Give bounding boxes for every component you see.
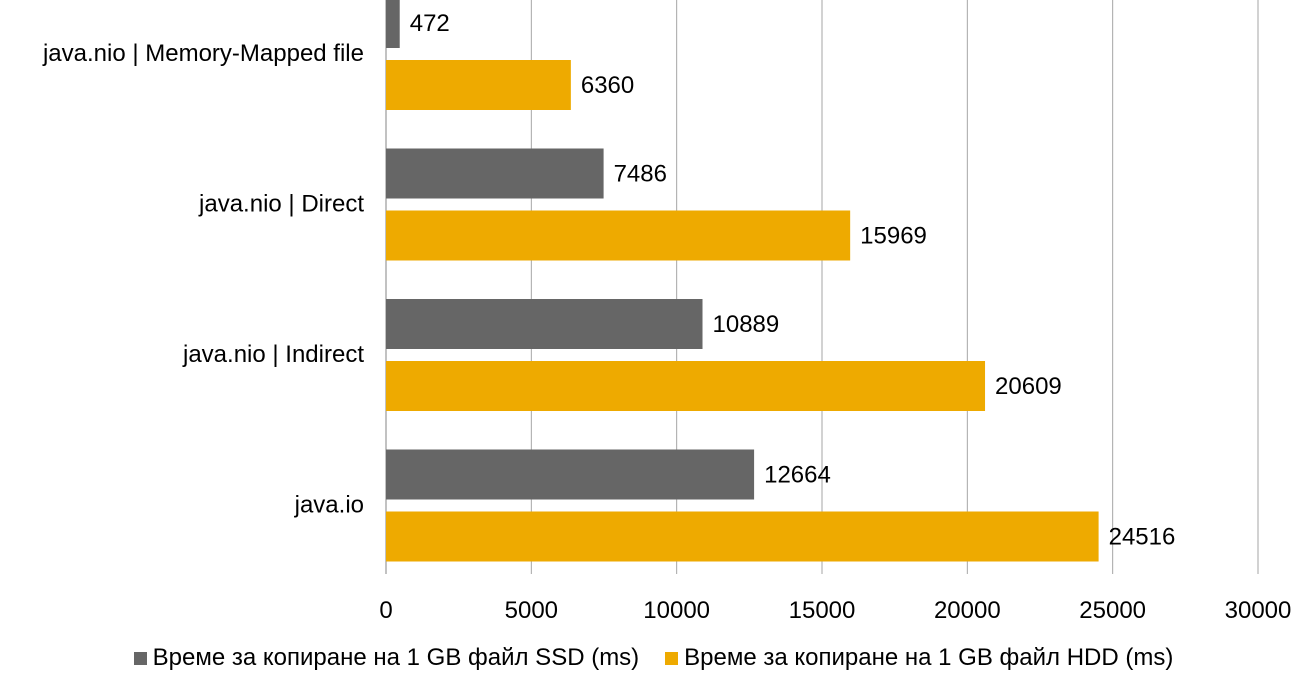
category-label: java.nio | Direct	[198, 191, 364, 218]
legend-swatch	[133, 651, 147, 665]
category-label: java.io	[294, 492, 364, 519]
data-label: 472	[410, 10, 450, 37]
bar	[386, 449, 755, 500]
x-tick-label: 5000	[505, 597, 558, 624]
bar	[386, 60, 571, 110]
legend-item: Време за копиране на 1 GB файл SSD (ms)	[133, 644, 640, 672]
legend-label: Време за копиране на 1 GB файл SSD (ms)	[152, 644, 640, 671]
bar	[386, 361, 986, 411]
bars	[386, 0, 1099, 562]
x-tick-label: 25000	[1079, 597, 1146, 624]
legend-item: Време за копиране на 1 GB файл HDD (ms)	[665, 644, 1173, 672]
bar-chart: 472 6360 7486 15969 10889 20609 12664 24516 jav…	[42, 0, 1291, 624]
bar	[386, 0, 400, 48]
bar	[386, 148, 604, 199]
data-label: 10889	[713, 311, 780, 338]
data-label: 12664	[764, 462, 831, 489]
data-label: 24516	[1109, 524, 1176, 551]
legend-swatch	[665, 651, 679, 665]
bar	[386, 210, 851, 261]
bar	[386, 299, 703, 349]
x-tick-label: 15000	[789, 597, 856, 624]
category-labels: java.nio | Memory-Mapped file java.nio | …	[42, 40, 364, 519]
data-label: 20609	[995, 373, 1062, 400]
x-tick-label: 20000	[934, 597, 1001, 624]
category-label: java.nio | Memory-Mapped file	[42, 40, 364, 67]
value-labels: 472 6360 7486 15969 10889 20609 12664 24516	[410, 10, 1176, 551]
data-label: 15969	[860, 223, 927, 250]
data-label: 6360	[581, 72, 634, 99]
x-tick-labels: 0 5000 10000 15000 20000 25000 30000	[379, 597, 1291, 624]
x-tick-label: 30000	[1225, 597, 1292, 624]
bar	[386, 511, 1099, 562]
x-tick-label: 10000	[643, 597, 710, 624]
category-label: java.nio | Indirect	[182, 341, 364, 368]
legend: Време за копиране на 1 GB файл SSD (ms) В…	[0, 641, 1307, 675]
data-label: 7486	[614, 161, 667, 188]
legend-label: Време за копиране на 1 GB файл HDD (ms)	[684, 644, 1174, 671]
x-tick-label: 0	[379, 597, 392, 624]
